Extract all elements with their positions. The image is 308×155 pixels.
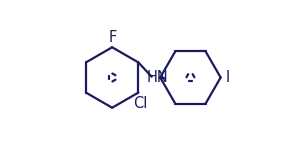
Text: HN: HN <box>147 70 169 85</box>
Text: F: F <box>109 30 117 45</box>
Text: I: I <box>226 70 230 85</box>
Text: Cl: Cl <box>133 96 147 111</box>
